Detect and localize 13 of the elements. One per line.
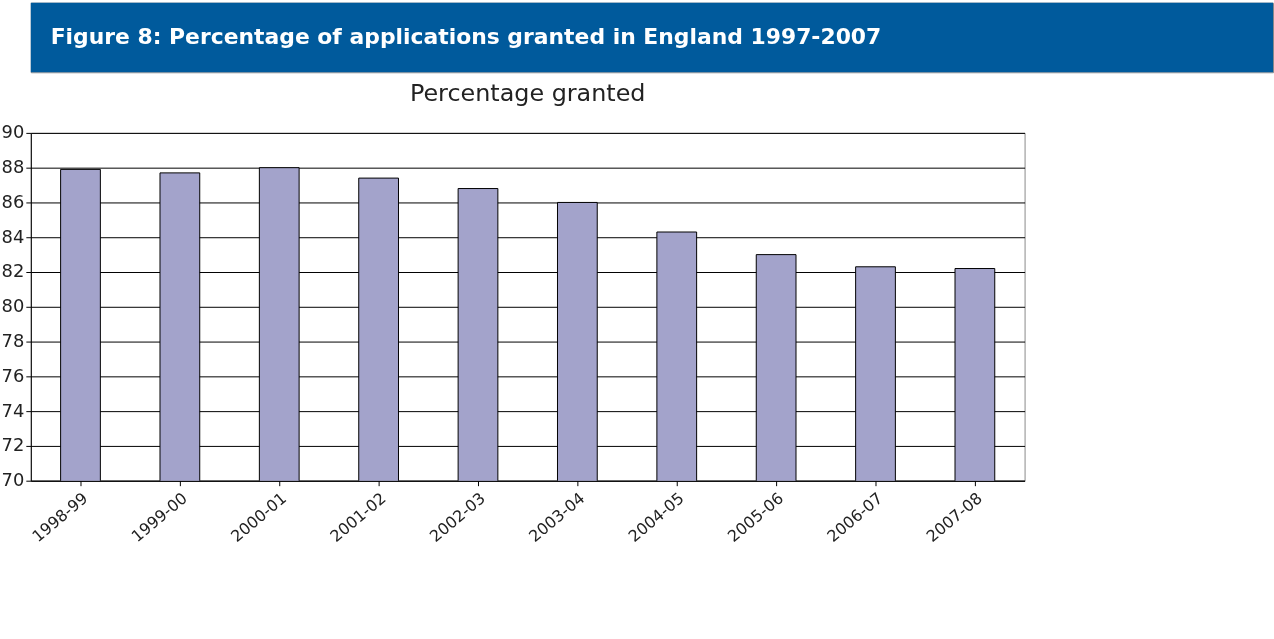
y-tick-label: 74 <box>1 399 25 421</box>
y-tick-label: 70 <box>1 469 25 491</box>
y-tick-label: 80 <box>1 295 25 317</box>
y-tick-label: 78 <box>1 330 25 352</box>
y-tick-label: 76 <box>1 364 25 386</box>
y-tick-label: 90 <box>1 121 25 143</box>
y-tick-label: 86 <box>1 190 25 212</box>
chart-title: Figure 8: Percentage of applications granted in England 1997-2007 <box>50 24 882 50</box>
y-tick-label: 88 <box>1 156 25 178</box>
chart-subtitle: Percentage granted <box>409 79 646 108</box>
y-tick-label: 84 <box>1 225 25 247</box>
y-tick-label: 72 <box>1 434 25 456</box>
y-tick-label: 82 <box>1 260 25 282</box>
